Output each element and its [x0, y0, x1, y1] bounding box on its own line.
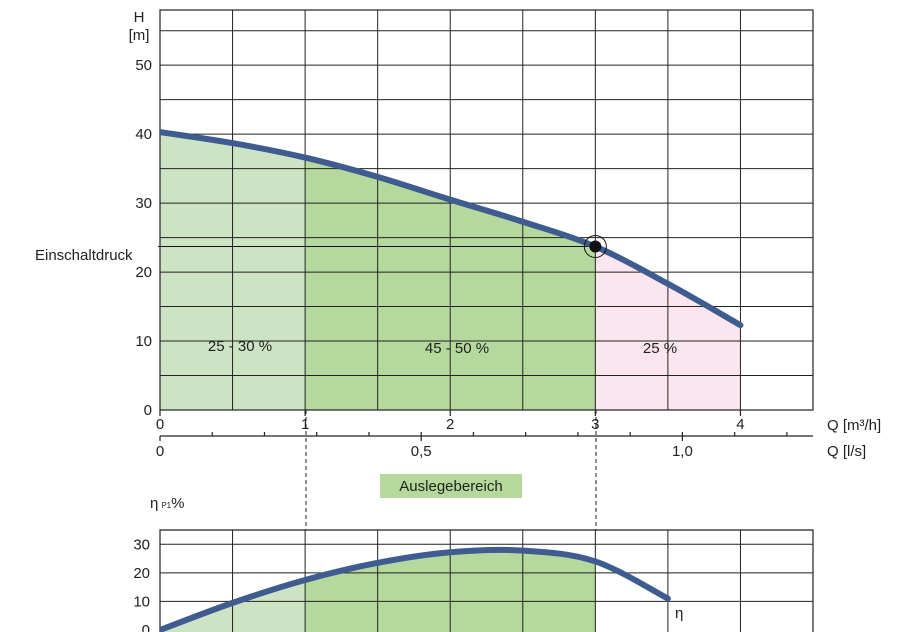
head-y-tick-label: 0 — [144, 402, 152, 419]
head-curve-series — [160, 129, 744, 329]
efficiency-curve-label: η — [675, 605, 683, 622]
head-chart-grid — [160, 10, 813, 410]
efficiency-y-tick-label: 20 — [133, 565, 150, 582]
operating-point-ring — [583, 235, 607, 259]
efficiency-axis-subscript: P1 — [161, 501, 171, 510]
region-label-middle: 45 - 50 % — [425, 340, 489, 357]
region-label-right: 25 % — [643, 340, 677, 357]
flow-axis-ls-tick-label: 0,5 — [411, 443, 432, 460]
flow-axis-m3h-tick-label: 2 — [446, 416, 454, 433]
head-axis-unit: [m] — [129, 27, 150, 44]
efficiency-axis-label: η P1% — [150, 495, 184, 512]
efficiency-chart-frame — [159, 529, 814, 632]
head-y-tick-label: 10 — [135, 333, 152, 350]
flow-axis-m3h-tick-label: 3 — [591, 416, 599, 433]
head-y-tick-label: 30 — [135, 195, 152, 212]
efficiency-y-tick-label: 10 — [133, 593, 150, 610]
efficiency-y-tick-labels: 0 10 20 30 — [133, 536, 150, 632]
design-range-badge — [380, 474, 522, 498]
flow-axis-m3h-tick-label: 0 — [156, 416, 164, 433]
efficiency-chart-grid — [160, 530, 813, 632]
efficiency-y-tick-label: 30 — [133, 536, 150, 553]
head-y-tick-label: 50 — [135, 57, 152, 74]
operating-point-marker — [589, 240, 602, 253]
flow-axis-ls: 0 0,5 1,0 — [156, 432, 788, 460]
head-y-tick-label: 40 — [135, 126, 152, 143]
head-axis-symbol: H — [134, 9, 145, 26]
head-y-tick-label: 20 — [135, 264, 152, 281]
efficiency-axis-symbol: η — [150, 495, 158, 512]
switch-on-pressure-label: Einschaltdruck — [35, 247, 133, 264]
head-y-tick-labels: 0 10 20 30 40 50 — [135, 57, 152, 419]
efficiency-curve-series — [160, 546, 671, 632]
flow-axis-label-m3h: Q [m³/h] — [827, 417, 881, 434]
flow-axis-ls-tick-label: 0 — [156, 443, 164, 460]
flow-axis-m3h-tick-label: 4 — [736, 416, 744, 433]
flow-axis-m3h: 0 1 2 3 4 — [156, 410, 745, 433]
head-chart-frame — [159, 9, 814, 411]
flow-axis-m3h-tick-label: 1 — [301, 416, 309, 433]
region-labels: 25 - 30 % 45 - 50 % 25 % — [208, 338, 677, 357]
flow-axis-ls-tick-label: 1,0 — [672, 443, 693, 460]
efficiency-y-tick-label: 0 — [142, 622, 150, 632]
region-label-left: 25 - 30 % — [208, 338, 272, 355]
efficiency-axis-unit: % — [171, 495, 184, 512]
design-range-label: Auslegebereich — [399, 478, 502, 495]
flow-axis-label-ls: Q [l/s] — [827, 443, 866, 460]
